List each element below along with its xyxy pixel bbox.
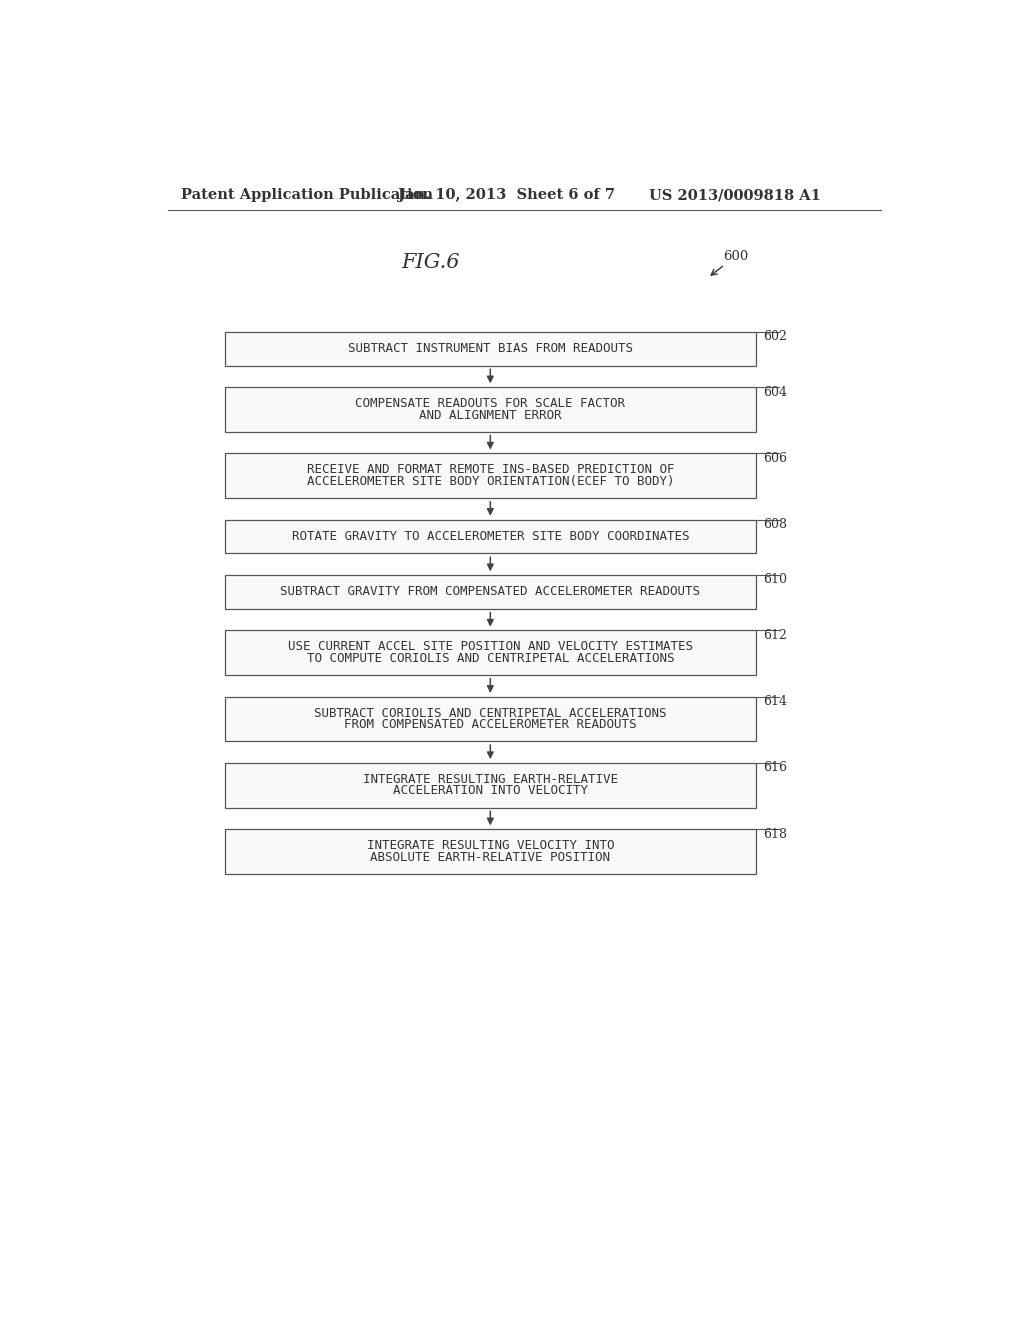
- Text: ABSOLUTE EARTH-RELATIVE POSITION: ABSOLUTE EARTH-RELATIVE POSITION: [371, 850, 610, 863]
- Text: 600: 600: [723, 251, 749, 264]
- Text: ACCELERATION INTO VELOCITY: ACCELERATION INTO VELOCITY: [393, 784, 588, 797]
- Text: ROTATE GRAVITY TO ACCELEROMETER SITE BODY COORDINATES: ROTATE GRAVITY TO ACCELEROMETER SITE BOD…: [292, 529, 689, 543]
- Text: INTEGRATE RESULTING EARTH-RELATIVE: INTEGRATE RESULTING EARTH-RELATIVE: [362, 774, 617, 785]
- Bar: [225, 520, 756, 553]
- Text: 608: 608: [764, 517, 787, 531]
- Bar: [225, 631, 756, 675]
- Bar: [225, 453, 756, 498]
- Text: 612: 612: [764, 628, 787, 642]
- Bar: [225, 331, 756, 366]
- Text: FROM COMPENSATED ACCELEROMETER READOUTS: FROM COMPENSATED ACCELEROMETER READOUTS: [344, 718, 637, 731]
- Text: INTEGRATE RESULTING VELOCITY INTO: INTEGRATE RESULTING VELOCITY INTO: [367, 840, 614, 853]
- Text: Patent Application Publication: Patent Application Publication: [180, 189, 433, 202]
- Text: USE CURRENT ACCEL SITE POSITION AND VELOCITY ESTIMATES: USE CURRENT ACCEL SITE POSITION AND VELO…: [288, 640, 693, 653]
- Bar: [225, 829, 756, 874]
- Bar: [225, 763, 756, 808]
- Text: 610: 610: [764, 573, 787, 586]
- Bar: [225, 387, 756, 432]
- Text: SUBTRACT CORIOLIS AND CENTRIPETAL ACCELERATIONS: SUBTRACT CORIOLIS AND CENTRIPETAL ACCELE…: [314, 706, 667, 719]
- Text: COMPENSATE READOUTS FOR SCALE FACTOR: COMPENSATE READOUTS FOR SCALE FACTOR: [355, 397, 626, 411]
- Text: 606: 606: [764, 451, 787, 465]
- Text: TO COMPUTE CORIOLIS AND CENTRIPETAL ACCELERATIONS: TO COMPUTE CORIOLIS AND CENTRIPETAL ACCE…: [306, 652, 674, 665]
- Bar: [225, 697, 756, 742]
- Text: 616: 616: [764, 762, 787, 775]
- Bar: [225, 576, 756, 609]
- Text: SUBTRACT GRAVITY FROM COMPENSATED ACCELEROMETER READOUTS: SUBTRACT GRAVITY FROM COMPENSATED ACCELE…: [281, 585, 700, 598]
- Text: SUBTRACT INSTRUMENT BIAS FROM READOUTS: SUBTRACT INSTRUMENT BIAS FROM READOUTS: [348, 342, 633, 355]
- Text: ACCELEROMETER SITE BODY ORIENTATION(ECEF TO BODY): ACCELEROMETER SITE BODY ORIENTATION(ECEF…: [306, 475, 674, 488]
- Text: 618: 618: [764, 828, 787, 841]
- Text: Jan. 10, 2013  Sheet 6 of 7: Jan. 10, 2013 Sheet 6 of 7: [397, 189, 614, 202]
- Text: AND ALIGNMENT ERROR: AND ALIGNMENT ERROR: [419, 409, 561, 421]
- Text: FIG.6: FIG.6: [401, 253, 460, 272]
- Text: US 2013/0009818 A1: US 2013/0009818 A1: [649, 189, 820, 202]
- Text: 602: 602: [764, 330, 787, 343]
- Text: 614: 614: [764, 696, 787, 708]
- Text: 604: 604: [764, 385, 787, 399]
- Text: RECEIVE AND FORMAT REMOTE INS-BASED PREDICTION OF: RECEIVE AND FORMAT REMOTE INS-BASED PRED…: [306, 463, 674, 477]
